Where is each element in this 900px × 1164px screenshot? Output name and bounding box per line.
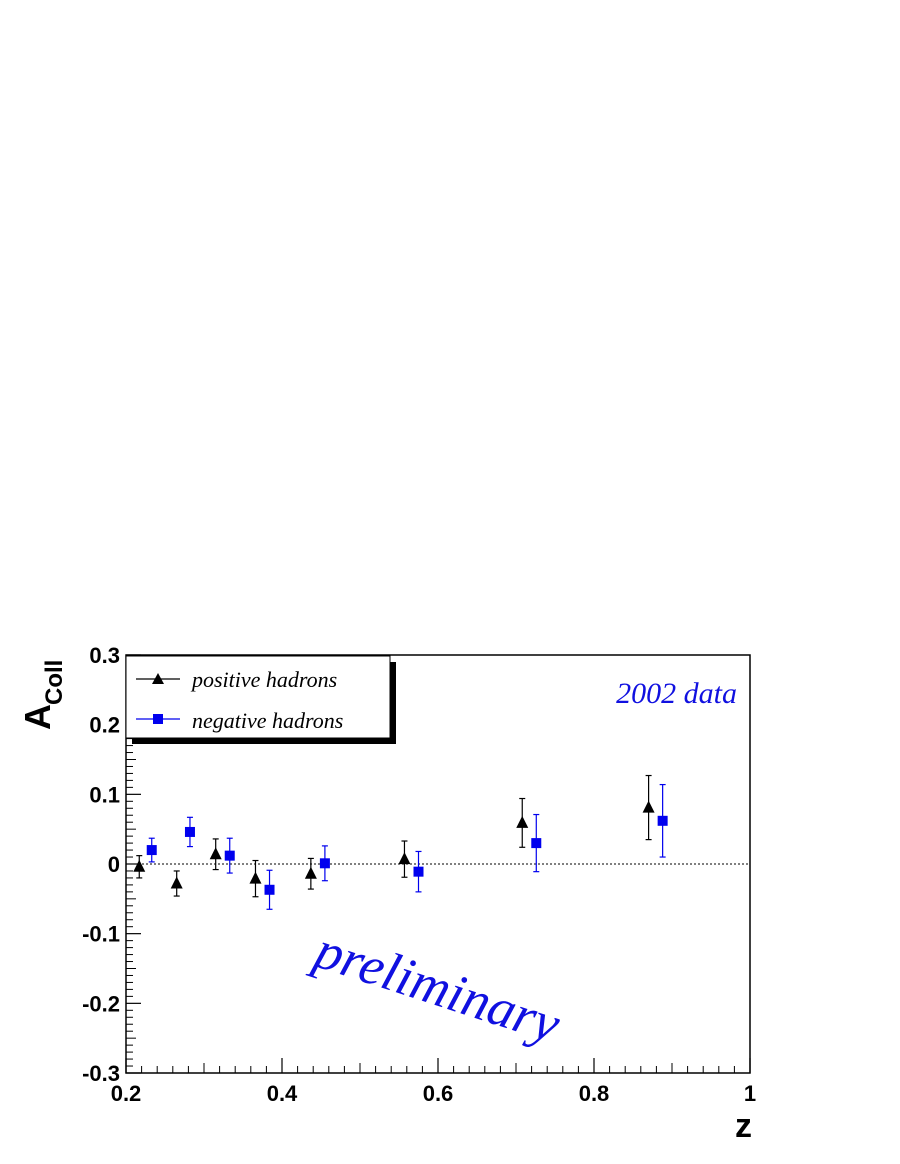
data-point xyxy=(133,859,146,872)
legend-box xyxy=(125,655,391,739)
y-tick-label: 0.3 xyxy=(89,643,120,668)
x-tick-label: 0.8 xyxy=(579,1081,610,1106)
x-tick-label: 0.4 xyxy=(267,1081,298,1106)
legend-marker-negative xyxy=(153,714,163,724)
data-point xyxy=(249,871,262,884)
data-point xyxy=(264,884,275,895)
series-negative-hadrons xyxy=(146,783,668,910)
y-axis-title-sub: Coll xyxy=(41,660,68,705)
annotation-2002-data: 2002 data xyxy=(616,677,737,710)
y-tick-label: -0.2 xyxy=(82,991,120,1016)
x-tick-label: 1 xyxy=(744,1081,756,1106)
x-tick-label: 0.6 xyxy=(423,1081,454,1106)
data-point xyxy=(209,847,222,860)
axis-ticks: 0.2 0.4 0.6 0.8 1 -0.3 -0.2 -0.1 0 0.1 0.2 0.3 xyxy=(82,643,756,1106)
data-point xyxy=(224,850,235,861)
data-point xyxy=(531,838,542,849)
legend: positive hadrons negative hadrons xyxy=(125,655,396,744)
legend-label-negative: negative hadrons xyxy=(192,708,343,733)
y-tick-label: -0.1 xyxy=(82,922,120,947)
data-series xyxy=(133,774,668,910)
data-point xyxy=(642,800,655,813)
annotation-preliminary: preliminary xyxy=(304,918,567,1054)
y-tick-label: 0.2 xyxy=(89,713,120,738)
data-point xyxy=(516,815,529,828)
data-point xyxy=(319,858,330,869)
y-tick-label: 0 xyxy=(108,852,120,877)
data-point xyxy=(170,876,183,889)
data-point xyxy=(398,852,411,865)
data-point xyxy=(146,845,157,856)
x-tick-label: 0.2 xyxy=(111,1081,142,1106)
y-tick-label: 0.1 xyxy=(89,782,120,807)
data-point xyxy=(657,815,668,826)
legend-label-positive: positive hadrons xyxy=(190,667,337,692)
x-axis-title: z xyxy=(735,1107,752,1145)
y-tick-label: -0.3 xyxy=(82,1061,120,1086)
series-positive-hadrons xyxy=(133,774,655,898)
data-point xyxy=(184,826,195,837)
legend-marker-positive xyxy=(152,673,164,684)
data-point xyxy=(413,866,424,877)
y-axis-title: A Coll xyxy=(17,660,68,730)
y-axis-title-main: A xyxy=(17,704,58,730)
data-point xyxy=(304,866,317,879)
